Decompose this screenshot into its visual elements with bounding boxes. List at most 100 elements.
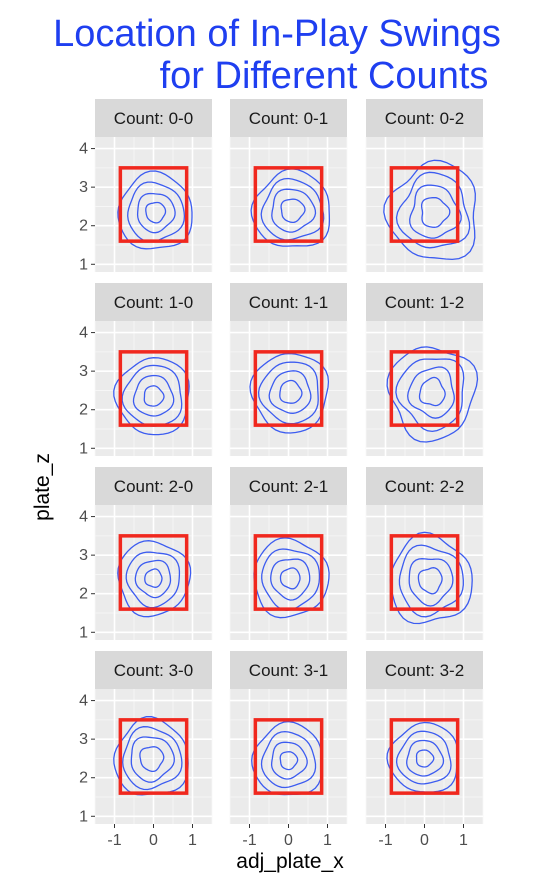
density-contour — [408, 558, 454, 607]
density-contour — [395, 730, 452, 785]
facet-panel: Count: 1-0 — [94, 283, 213, 456]
density-contour — [406, 739, 445, 777]
strike-zone-box — [389, 718, 460, 795]
strike-zone-box — [389, 166, 460, 243]
strike-zone-box — [253, 534, 324, 611]
facet-strip — [95, 283, 212, 321]
facet-label: Count: 2-2 — [385, 477, 464, 496]
density-contour — [415, 749, 435, 768]
y-tick-label: 2 — [79, 402, 88, 419]
density-contour — [144, 568, 163, 588]
facet-panel: Count: 3-0 — [94, 651, 213, 824]
density-contour — [279, 567, 301, 590]
y-tick-label: 1 — [79, 256, 88, 273]
y-tick-label: 4 — [79, 509, 88, 526]
facet-panel: Count: 1-1 — [229, 283, 348, 456]
facet-label: Count: 1-1 — [249, 293, 328, 312]
facet-label: Count: 3-1 — [249, 661, 328, 680]
y-tick-label: 1 — [79, 440, 88, 457]
x-tick-label: 1 — [459, 832, 468, 849]
density-contour — [260, 177, 325, 241]
density-contour — [134, 559, 172, 599]
density-contour — [395, 171, 471, 249]
density-contour — [409, 184, 462, 239]
facet-label: Count: 3-2 — [385, 661, 464, 680]
density-contour — [130, 736, 175, 783]
facet-panel: Count: 2-2 — [365, 467, 484, 640]
density-contour — [398, 544, 464, 618]
facet-panel: Count: 2-1 — [229, 467, 348, 640]
strike-zone-box — [118, 534, 189, 611]
facet-strip — [230, 99, 347, 137]
density-contour — [113, 357, 190, 436]
facet-strip — [366, 651, 483, 689]
x-tick-label: 0 — [284, 832, 293, 849]
facet-panel: Count: 1-2 — [365, 283, 484, 456]
density-contour — [121, 364, 183, 427]
y-axis-title: plate_z — [31, 453, 54, 521]
facet-strip — [366, 467, 483, 505]
facet-strip — [230, 651, 347, 689]
facet-label: Count: 3-0 — [114, 661, 193, 680]
facet-strip — [230, 467, 347, 505]
density-contour — [280, 198, 306, 224]
facet-strip — [95, 651, 212, 689]
strike-zone-box — [118, 350, 189, 427]
density-contour — [261, 548, 321, 611]
strike-zone-box — [118, 718, 189, 795]
density-contour — [143, 385, 165, 407]
density-contour — [257, 361, 319, 425]
facet-strip — [366, 283, 483, 321]
strike-zone-box — [389, 350, 460, 427]
facet-label: Count: 2-0 — [114, 477, 193, 496]
y-axis-ticks: 1 2 3 4 1 2 3 4 1 2 3 4 1 2 3 4 — [79, 141, 95, 825]
density-contour — [279, 379, 303, 404]
x-tick-label: -1 — [107, 832, 121, 849]
density-contour — [386, 721, 459, 793]
strike-zone-box — [253, 718, 324, 795]
x-axis-title: adj_plate_x — [236, 850, 344, 873]
y-tick-label: 2 — [79, 586, 88, 603]
facet-label: Count: 0-2 — [385, 109, 464, 128]
x-axis-ticks: -1 0 1 -1 0 1 -1 0 1 — [107, 824, 468, 849]
density-contour — [420, 196, 451, 228]
x-tick-label: -1 — [378, 832, 392, 849]
facet-panel: Count: 0-2 — [365, 99, 484, 272]
facet-label: Count: 1-0 — [114, 293, 193, 312]
y-tick-label: 4 — [79, 325, 88, 342]
y-tick-label: 3 — [79, 547, 88, 564]
density-contour — [418, 376, 446, 407]
facet-strip — [366, 99, 483, 137]
density-contour — [268, 370, 312, 414]
density-contour — [271, 188, 317, 233]
density-contour — [139, 746, 165, 773]
x-tick-label: 0 — [149, 832, 158, 849]
strike-zone-box — [253, 166, 324, 243]
chart-title-line-2: for Different Counts — [160, 55, 489, 97]
y-tick-label: 1 — [79, 624, 88, 641]
y-tick-label: 4 — [79, 693, 88, 710]
facet-label: Count: 0-0 — [114, 109, 193, 128]
chart-title-line-1: Location of In-Play Swings — [53, 13, 501, 55]
facet-panel: Count: 2-0 — [94, 467, 213, 640]
density-contour — [270, 741, 308, 780]
facet-panel: Count: 0-0 — [94, 99, 213, 272]
density-contour — [417, 567, 443, 595]
facet-label: Count: 2-1 — [249, 477, 328, 496]
density-contour — [117, 170, 193, 250]
facet-panel: Count: 3-1 — [229, 651, 348, 824]
facet-strip — [230, 283, 347, 321]
facet-panel: Count: 0-1 — [229, 99, 348, 272]
density-contour — [136, 192, 176, 234]
density-contour — [260, 730, 317, 789]
facet-label: Count: 0-1 — [249, 109, 328, 128]
facet-panel: Count: 3-2 — [365, 651, 484, 824]
density-contour — [250, 168, 331, 247]
density-contour — [125, 551, 181, 609]
density-contour — [132, 374, 175, 417]
density-contour — [386, 346, 479, 443]
density-contour — [145, 201, 167, 224]
y-tick-label: 1 — [79, 808, 88, 825]
strike-zone-box — [253, 350, 324, 427]
